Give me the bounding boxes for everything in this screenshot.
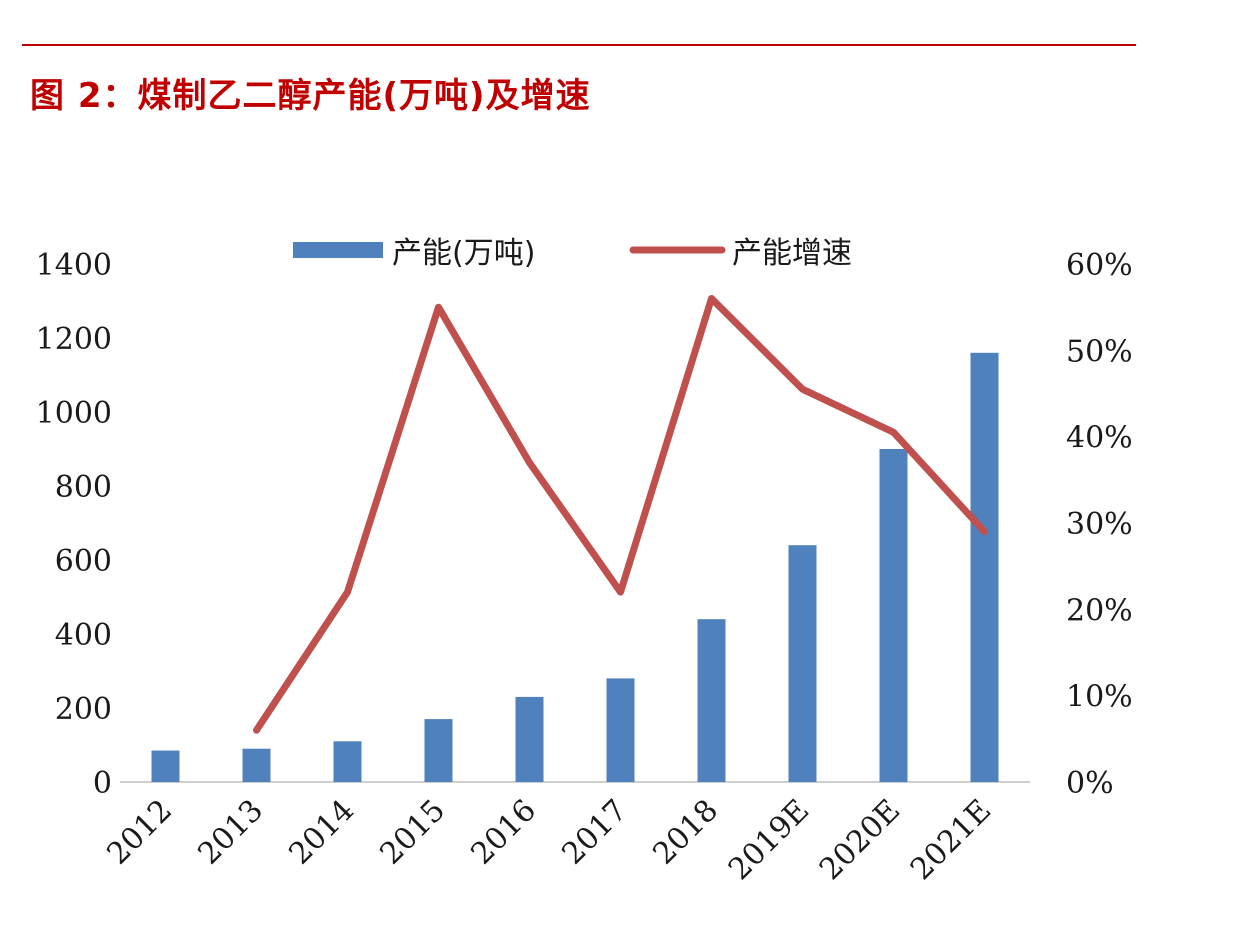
growth-point-2014 — [347, 591, 348, 593]
bar-2012 — [151, 750, 180, 782]
x-label-2017: 2017 — [555, 793, 634, 872]
left-axis-ticks: 0 200 400 600 800 1000 1200 1400 — [36, 248, 112, 801]
bar-2017 — [606, 678, 635, 782]
left-tick-label: 1200 — [36, 322, 112, 357]
growth-point-2020E — [893, 431, 894, 433]
right-tick-label: 30% — [1066, 507, 1133, 542]
bar-2016 — [515, 696, 544, 782]
bar-2013 — [242, 748, 271, 782]
legend: 产能(万吨) 产能增速 — [293, 236, 852, 271]
left-tick-label: 1400 — [36, 248, 112, 283]
growth-point-2015 — [438, 306, 439, 308]
left-tick-label: 400 — [55, 618, 112, 653]
top-rule — [22, 44, 1136, 46]
growth-line — [253, 295, 988, 734]
x-label-2015: 2015 — [373, 793, 452, 872]
x-label-2013: 2013 — [191, 793, 270, 872]
x-label-2018: 2018 — [646, 793, 725, 872]
growth-point-2019E — [802, 388, 803, 390]
growth-point-2016 — [529, 462, 530, 464]
x-label-2020E: 2020E — [813, 793, 907, 887]
bar-2020E — [879, 449, 908, 782]
figure-title: 图 2：煤制乙二醇产能(万吨)及增速 — [30, 76, 591, 116]
line-series — [253, 295, 988, 734]
right-tick-label: 10% — [1066, 680, 1133, 715]
bar-2018 — [697, 619, 726, 782]
x-label-2021E: 2021E — [904, 793, 998, 887]
bar-series — [151, 352, 999, 782]
left-tick-label: 1000 — [36, 396, 112, 431]
growth-point-2018 — [711, 298, 712, 300]
bar-2019E — [788, 545, 817, 782]
growth-point-2017 — [620, 591, 621, 593]
right-tick-label: 60% — [1066, 248, 1133, 283]
x-axis-labels: 2012 2013 2014 2015 2016 2017 20182019E2020E20… — [100, 793, 998, 887]
x-label-2012: 2012 — [100, 793, 179, 872]
bar-2021E — [970, 352, 999, 782]
left-tick-label: 800 — [55, 470, 112, 505]
x-label-2014: 2014 — [282, 793, 361, 872]
left-tick-label: 0 — [93, 766, 112, 801]
legend-label-bar: 产能(万吨) — [392, 236, 535, 271]
growth-point-2013 — [256, 729, 257, 731]
legend-swatch-bar — [293, 242, 383, 258]
bar-2015 — [424, 719, 453, 782]
left-tick-label: 200 — [55, 692, 112, 727]
right-tick-label: 0% — [1066, 766, 1114, 801]
right-tick-label: 40% — [1066, 421, 1133, 456]
left-tick-label: 600 — [55, 544, 112, 579]
right-axis-ticks: 0% 10% 20% 30% 40% 50% 60% — [1066, 248, 1133, 801]
growth-point-2021E — [984, 531, 985, 533]
legend-label-line: 产能增速 — [732, 236, 852, 271]
right-tick-label: 20% — [1066, 593, 1133, 628]
bar-2014 — [333, 741, 362, 782]
right-tick-label: 50% — [1066, 334, 1133, 369]
x-label-2019E: 2019E — [722, 793, 816, 887]
x-label-2016: 2016 — [464, 793, 543, 872]
